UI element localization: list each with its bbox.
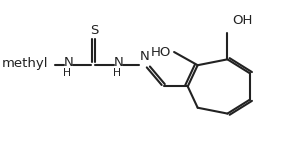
Text: H: H bbox=[113, 68, 121, 78]
Text: OH: OH bbox=[232, 14, 253, 27]
Text: HO: HO bbox=[151, 45, 172, 58]
Text: N: N bbox=[64, 56, 74, 69]
Text: methyl: methyl bbox=[2, 57, 49, 70]
Text: H: H bbox=[63, 68, 71, 78]
Text: N: N bbox=[113, 56, 123, 69]
Text: S: S bbox=[90, 24, 98, 37]
Text: N: N bbox=[139, 50, 149, 63]
